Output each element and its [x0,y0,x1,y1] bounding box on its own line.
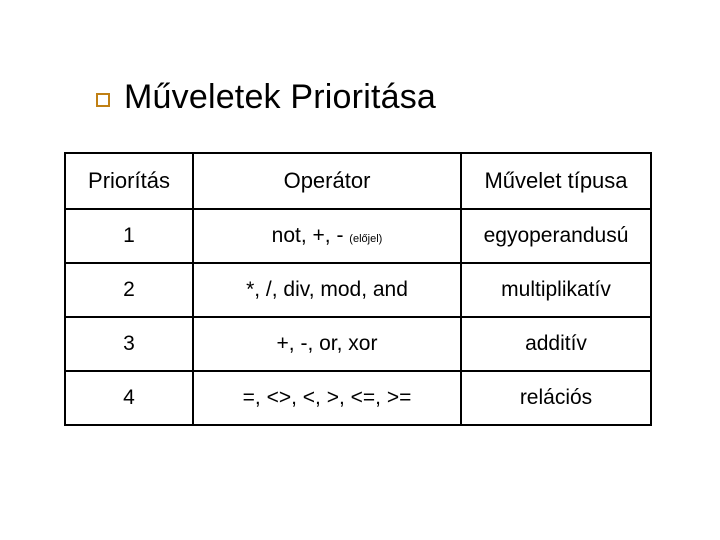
cell-type: multiplikatív [461,263,651,317]
cell-operator: =, <>, <, >, <=, >= [193,371,461,425]
operator-main: =, <>, <, >, <=, >= [243,386,412,409]
operator-priority-table: Priorítás Operátor Művelet típusa 1 not,… [64,152,652,426]
operator-main: +, -, or, xor [277,332,378,355]
table-row: 4 =, <>, <, >, <=, >= relációs [65,371,651,425]
cell-operator: *, /, div, mod, and [193,263,461,317]
cell-priority: 3 [65,317,193,371]
cell-type: egyoperandusú [461,209,651,263]
operator-main: *, /, div, mod, and [246,278,408,301]
table-row: 1 not, +, - (előjel) egyoperandusú [65,209,651,263]
slide-title: Műveletek Prioritása [124,78,436,117]
col-header-type: Művelet típusa [461,153,651,209]
operator-subscript: (előjel) [349,233,382,245]
operator-main: not, +, - [272,224,350,247]
slide-title-group: Műveletek Prioritása [96,78,436,117]
col-header-operator: Operátor [193,153,461,209]
cell-type: additív [461,317,651,371]
cell-priority: 4 [65,371,193,425]
table-header-row: Priorítás Operátor Művelet típusa [65,153,651,209]
cell-operator: +, -, or, xor [193,317,461,371]
title-bullet-icon [96,93,110,107]
col-header-priority: Priorítás [65,153,193,209]
cell-priority: 1 [65,209,193,263]
table-row: 3 +, -, or, xor additív [65,317,651,371]
table-row: 2 *, /, div, mod, and multiplikatív [65,263,651,317]
cell-operator: not, +, - (előjel) [193,209,461,263]
cell-priority: 2 [65,263,193,317]
cell-type: relációs [461,371,651,425]
